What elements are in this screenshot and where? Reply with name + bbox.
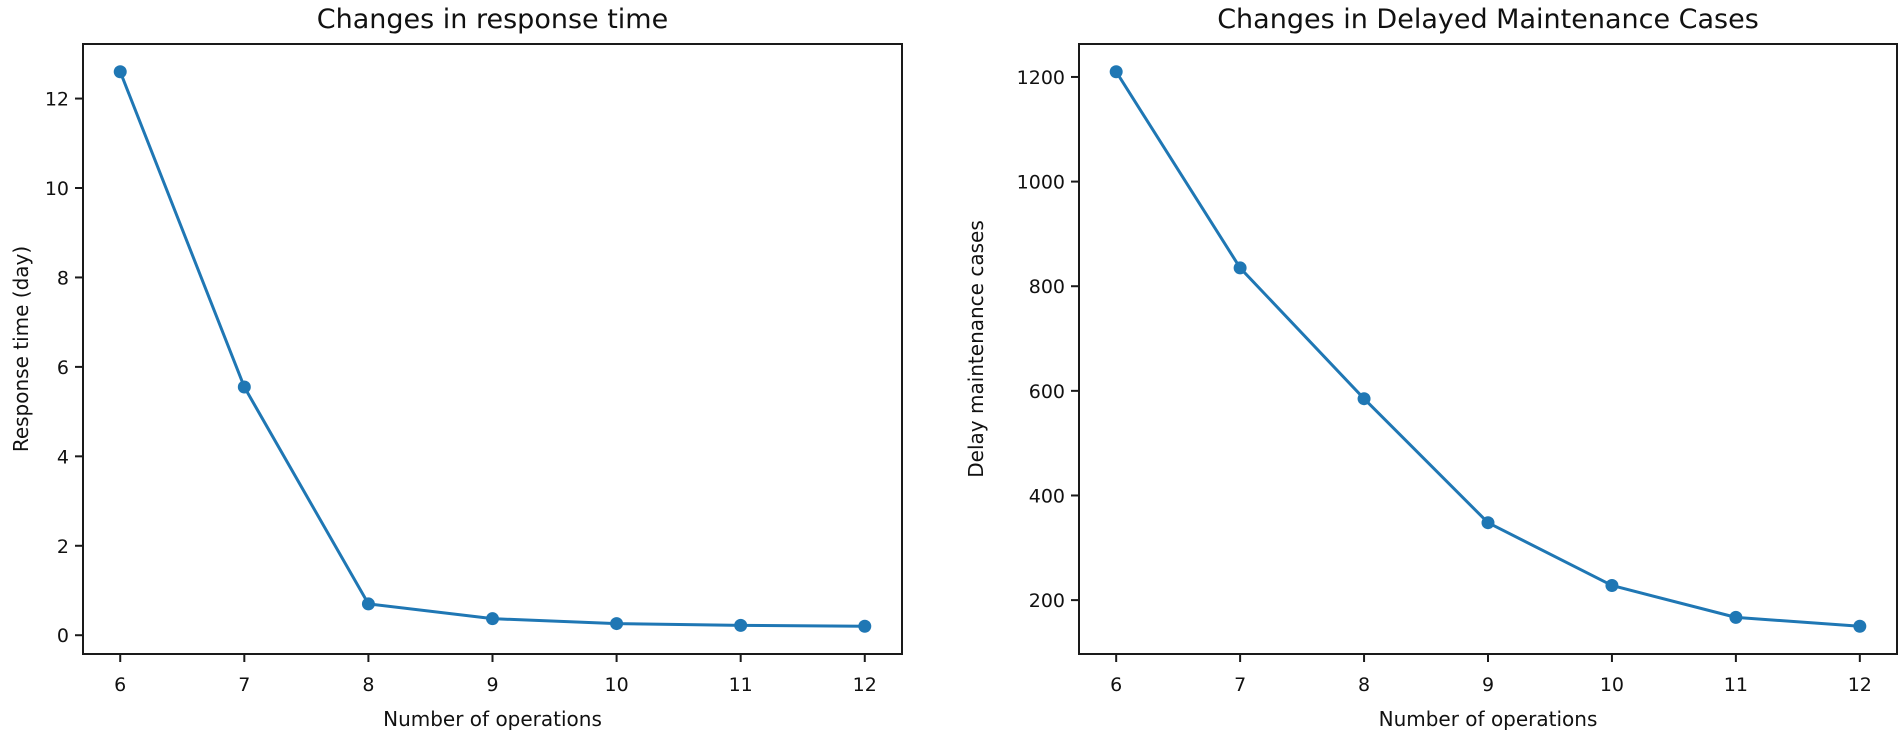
data-point-marker: [486, 612, 499, 626]
y-tick-label: 12: [45, 89, 69, 111]
data-point-marker: [858, 619, 872, 633]
data-point-marker: [734, 618, 748, 632]
x-tick-label: 6: [114, 674, 126, 696]
chart-title: Changes in response time: [317, 4, 668, 35]
series-line: [1114, 70, 1860, 628]
x-tick-label: 12: [1848, 674, 1872, 696]
y-tick-label: 8: [57, 267, 69, 289]
y-axis-label: Delay maintenance cases: [964, 220, 988, 478]
data-point-marker: [1605, 578, 1619, 592]
right-chart-panel: Changes in Delayed Maintenance Cases 6 7 8…: [964, 4, 1898, 730]
series-line: [118, 71, 865, 628]
x-tick-label: 7: [238, 674, 250, 696]
y-tick-label: 10: [45, 178, 69, 200]
y-tick-label: 0: [57, 625, 69, 647]
y-tick-label: 400: [1029, 485, 1065, 507]
y-tick-label: 1200: [1017, 67, 1065, 89]
data-point-marker: [1233, 261, 1247, 275]
x-tick-label: 11: [1724, 674, 1748, 696]
y-tick-label: 1000: [1017, 172, 1065, 194]
x-tick-label: 8: [362, 674, 374, 696]
data-point-marker: [1729, 610, 1743, 624]
plot-area: 6 7 8 9 10 11 12 200 400 600 800 1000 1200: [1017, 65, 1872, 696]
x-axis-label: Number of operations: [383, 707, 602, 730]
x-tick-label: 9: [486, 674, 498, 696]
x-tick-label: 11: [729, 674, 753, 696]
y-tick-label: 200: [1029, 590, 1065, 612]
data-point-marker: [610, 617, 624, 631]
x-tick-label: 12: [853, 674, 877, 696]
data-point-marker: [113, 65, 127, 79]
left-chart-panel: Changes in response time 6 7 8 9 10 11 12 0 2 4 6 8…: [9, 4, 903, 730]
data-point-marker: [237, 380, 251, 394]
y-tick-label: 4: [57, 446, 69, 468]
plot-area: 6 7 8 9 10 11 12 0 2 4 6 8 10 12: [45, 65, 877, 696]
data-point-marker: [1853, 619, 1867, 633]
x-tick-label: 8: [1358, 674, 1370, 696]
y-tick-label: 2: [57, 536, 69, 558]
data-point-marker: [361, 597, 375, 611]
x-tick-label: 10: [1600, 674, 1624, 696]
y-axis-label: Response time (day): [9, 246, 33, 452]
x-axis-label: Number of operations: [1379, 707, 1598, 730]
data-point-marker: [1109, 65, 1123, 79]
y-tick-label: 800: [1029, 276, 1065, 298]
x-tick-label: 6: [1110, 674, 1122, 696]
data-point-marker: [1481, 516, 1495, 530]
axes-frame: [82, 43, 903, 655]
y-tick-label: 600: [1029, 381, 1065, 403]
x-tick-label: 7: [1234, 674, 1246, 696]
data-point-marker: [1357, 392, 1371, 406]
y-tick-label: 6: [57, 357, 69, 379]
axes-frame: [1078, 43, 1898, 655]
chart-title: Changes in Delayed Maintenance Cases: [1217, 4, 1759, 35]
x-tick-label: 10: [604, 674, 628, 696]
x-tick-label: 9: [1482, 674, 1494, 696]
